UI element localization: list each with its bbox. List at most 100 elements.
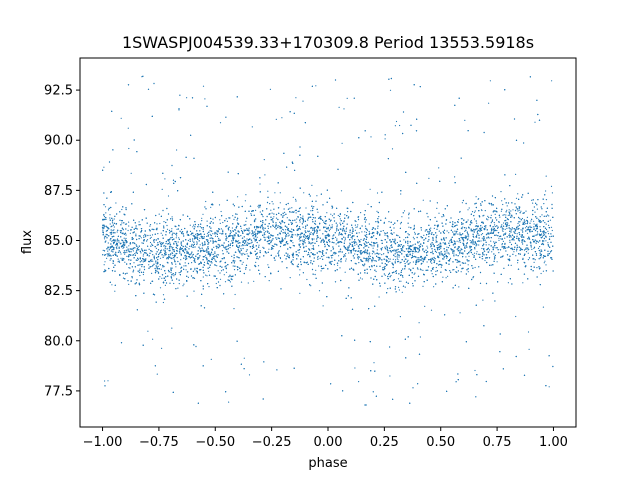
data-point <box>159 257 162 259</box>
data-point <box>467 219 469 221</box>
data-point <box>253 233 255 235</box>
data-point <box>157 233 159 235</box>
data-point <box>404 286 406 288</box>
data-point <box>547 233 550 235</box>
data-point <box>311 184 313 186</box>
data-point <box>339 267 341 269</box>
data-point <box>246 243 248 245</box>
data-point <box>127 249 129 251</box>
data-point <box>243 241 245 243</box>
data-point <box>511 216 513 218</box>
data-point <box>505 232 507 234</box>
data-point <box>525 219 528 221</box>
data-point <box>336 239 338 241</box>
data-point <box>281 117 283 119</box>
data-point <box>388 221 390 223</box>
data-point <box>178 283 180 285</box>
data-point <box>233 308 235 310</box>
data-point <box>436 207 438 209</box>
data-point <box>344 255 346 257</box>
data-point <box>180 254 182 256</box>
data-point <box>510 229 512 231</box>
data-point <box>505 214 507 216</box>
data-point <box>176 248 178 250</box>
data-point <box>384 274 386 276</box>
data-point <box>155 265 158 267</box>
data-point <box>300 217 302 219</box>
data-point <box>401 291 403 293</box>
data-point <box>343 230 345 232</box>
data-point <box>329 220 331 222</box>
data-point <box>257 258 259 260</box>
data-point <box>263 236 265 238</box>
data-point <box>493 222 495 224</box>
data-point <box>480 234 482 236</box>
data-point <box>128 245 130 247</box>
data-point <box>328 230 330 232</box>
data-point <box>432 267 435 269</box>
data-point <box>322 253 324 255</box>
data-point <box>247 282 249 284</box>
data-point <box>490 202 493 205</box>
data-point <box>201 217 203 219</box>
data-point <box>299 274 301 276</box>
data-point <box>109 239 111 241</box>
data-point <box>326 212 328 214</box>
data-point <box>541 243 543 245</box>
data-point <box>407 244 409 246</box>
data-point <box>256 256 258 258</box>
data-point <box>404 250 406 253</box>
data-point <box>287 235 289 237</box>
data-point <box>125 242 127 244</box>
data-point <box>162 301 164 304</box>
data-point <box>461 222 463 224</box>
data-point <box>109 223 111 225</box>
data-point <box>237 256 239 258</box>
data-point <box>117 261 119 263</box>
data-point <box>271 212 273 214</box>
data-point <box>332 247 335 249</box>
data-point <box>120 253 122 255</box>
data-point <box>356 226 358 228</box>
data-point <box>191 262 193 264</box>
data-point <box>517 262 519 264</box>
data-point <box>496 261 498 263</box>
data-point <box>228 276 230 278</box>
data-point <box>189 245 191 247</box>
data-point <box>521 229 523 231</box>
data-point <box>243 244 245 247</box>
data-point <box>524 221 526 224</box>
data-point <box>284 211 286 213</box>
data-point <box>171 218 174 220</box>
data-point <box>484 210 486 212</box>
data-point <box>504 237 506 239</box>
data-point <box>413 224 415 226</box>
data-point <box>363 242 365 244</box>
data-point <box>160 249 163 251</box>
data-point <box>368 230 370 233</box>
data-point <box>476 232 478 234</box>
data-point <box>474 210 476 212</box>
data-point <box>345 228 347 230</box>
data-point <box>285 233 288 236</box>
data-point <box>187 239 189 242</box>
data-point <box>470 242 472 244</box>
data-point <box>137 258 139 260</box>
data-point <box>488 244 490 246</box>
data-point <box>506 209 508 211</box>
data-point <box>249 253 252 255</box>
data-point <box>330 261 332 263</box>
data-point <box>435 239 437 241</box>
data-point <box>443 232 445 234</box>
data-point <box>150 260 153 262</box>
data-point <box>418 245 420 247</box>
data-point <box>538 218 540 220</box>
data-point <box>266 252 268 254</box>
data-point <box>382 230 384 232</box>
data-point <box>547 242 549 244</box>
data-point <box>212 242 214 244</box>
data-point <box>151 265 153 268</box>
data-point <box>473 252 476 254</box>
data-point <box>541 214 543 216</box>
data-point <box>302 100 304 102</box>
